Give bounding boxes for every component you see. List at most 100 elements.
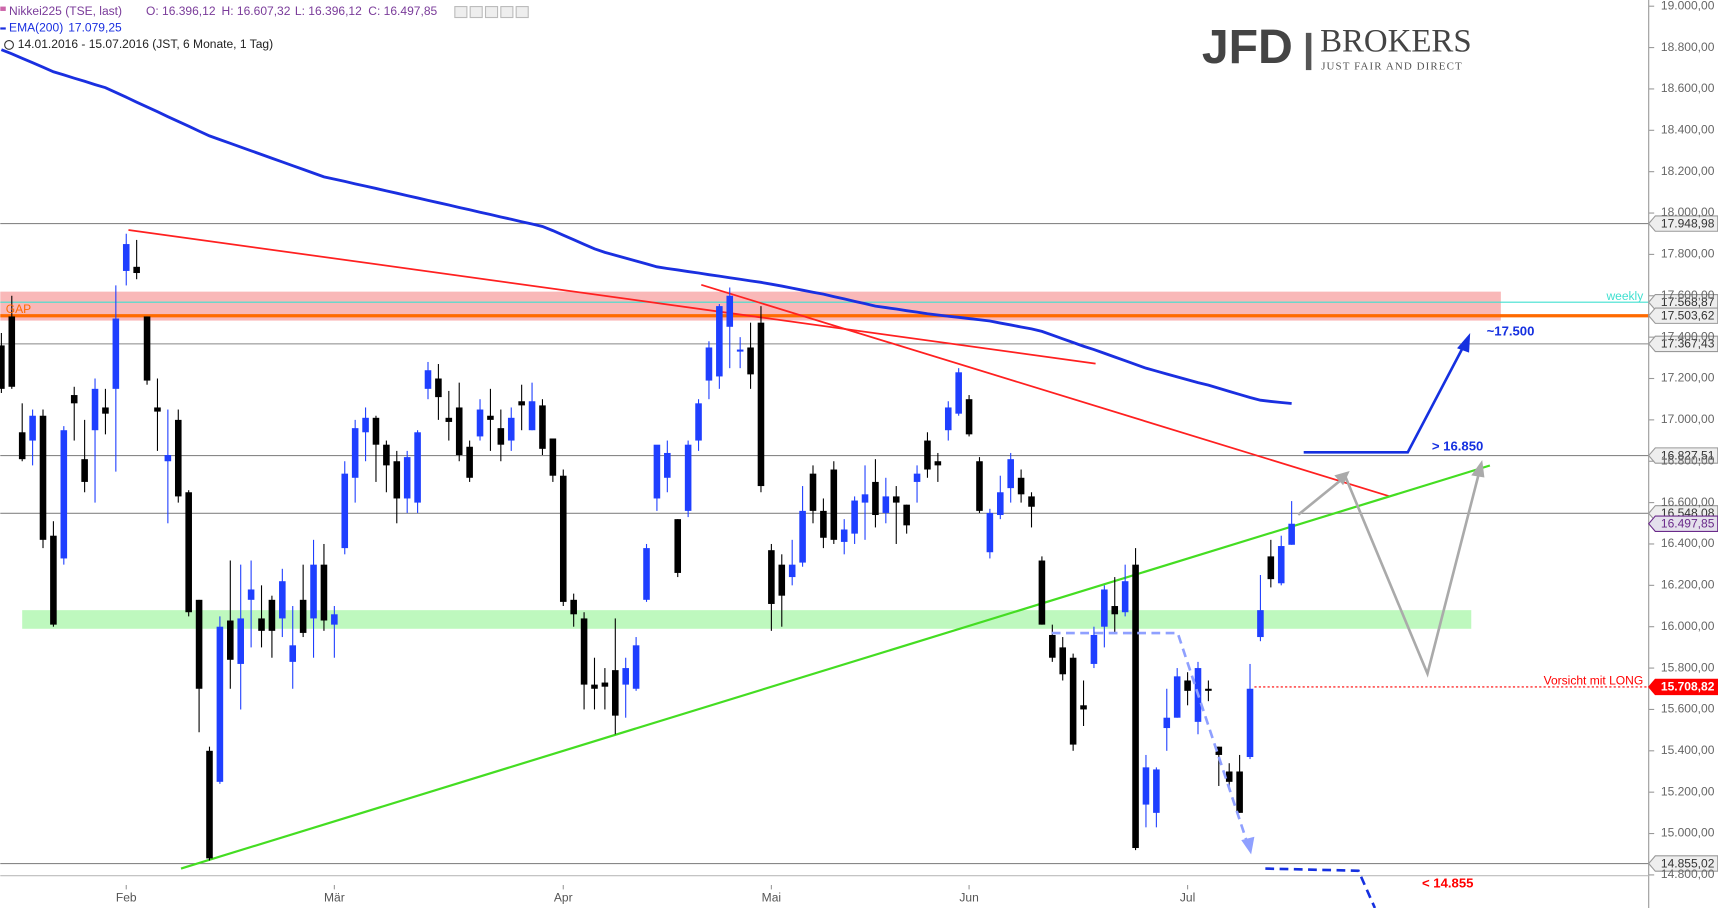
icon: [0, 6, 6, 11]
candle-body: [653, 444, 661, 499]
candle-body: [830, 469, 838, 540]
x-tick-label: Apr: [554, 890, 573, 904]
candle-body: [840, 529, 848, 542]
candle-body: [403, 457, 411, 499]
y-tick-label: 18.400,00: [1661, 122, 1715, 136]
candle-body: [81, 459, 88, 482]
candle-body: [112, 318, 120, 389]
level-label: 17.367,43: [1661, 337, 1715, 351]
candle-body: [726, 295, 734, 327]
candle-body: [289, 645, 297, 662]
projection: [1297, 472, 1481, 678]
candle-body: [684, 444, 692, 511]
ohlc: L: 16.396,12: [295, 4, 362, 18]
candle-body: [528, 401, 536, 431]
candle-body: [612, 670, 619, 716]
y-tick-label: 15.000,00: [1661, 826, 1715, 840]
candle-body: [0, 345, 5, 389]
candle-body: [507, 417, 515, 441]
candle-body: [1236, 771, 1243, 813]
candle-body: [934, 461, 942, 466]
candle-body: [122, 244, 130, 271]
candle-body: [18, 432, 26, 460]
candle-body: [716, 306, 723, 377]
y-tick-label: 16.400,00: [1661, 536, 1715, 550]
x-axis: Feb Mär Apr Mai Jun Jul: [0, 875, 1649, 904]
candle-body: [965, 399, 973, 435]
title: Nikkei225 (TSE, last): [9, 4, 122, 18]
candle-body: [320, 564, 328, 621]
toolbar-button[interactable]: [515, 6, 529, 19]
candle-body: [861, 494, 869, 503]
candle-body: [799, 510, 806, 563]
ema-name: EMA(200): [9, 21, 63, 35]
candle-body: [622, 668, 629, 685]
y-tick-label: 18.200,00: [1661, 164, 1715, 178]
candle-body: [455, 407, 463, 456]
candle-body: [549, 438, 557, 476]
drawings: [128, 229, 1491, 870]
candle-body: [258, 618, 265, 631]
candle-body: [91, 388, 99, 431]
candle-body: [164, 455, 172, 462]
y-tick-label: 17.600,00: [1661, 288, 1715, 302]
ohlc: O: 16.396,12: [146, 4, 216, 18]
candle-body: [362, 417, 369, 433]
level-label: 16.497,85: [1661, 516, 1715, 530]
ema-line: [0, 48, 1292, 405]
candle-body: [778, 564, 786, 596]
candle-body: [299, 599, 307, 633]
toolbar-button[interactable]: [469, 6, 483, 19]
candle-body: [383, 444, 390, 466]
candle-body: [39, 415, 47, 540]
candles: [0, 48, 1295, 861]
projection: [1265, 867, 1377, 908]
candle-body: [747, 347, 754, 375]
candle-body: [601, 682, 609, 687]
candle-body: [591, 684, 598, 689]
ohlc: C: 16.497,85: [368, 4, 437, 18]
projection: [1051, 631, 1248, 842]
level-label: 17.503,62: [1661, 308, 1715, 322]
toolbar-button[interactable]: [484, 6, 499, 19]
candle-body: [1080, 705, 1087, 710]
candle-body: [435, 378, 442, 398]
candle-body: [476, 409, 484, 437]
candle-body: [1132, 564, 1139, 849]
candle-body: [424, 370, 432, 389]
candle-body: [924, 440, 931, 470]
candle-body: [944, 407, 952, 431]
y-tick-label: 16.800,00: [1661, 453, 1715, 467]
toolbar-button[interactable]: [500, 6, 514, 19]
candle-body: [1111, 606, 1119, 615]
annotation: > 16.850: [1432, 438, 1483, 453]
candle-body: [206, 750, 213, 859]
annotation: < 14.855: [1422, 875, 1473, 890]
candle-body: [133, 266, 140, 274]
arrow-head: [1241, 836, 1255, 855]
candle-body: [341, 473, 349, 549]
x-tick-label: Feb: [116, 890, 137, 904]
candle-body: [331, 614, 338, 625]
candle-body: [1173, 676, 1181, 718]
period: 14.01.2016 - 15.07.2016 (JST, 6 Monate, …: [18, 37, 273, 51]
candle-body: [882, 496, 890, 513]
candle-body: [820, 510, 827, 538]
header: Nikkei225 (TSE, last) O: 16.396,12 H: 16…: [0, 4, 529, 51]
candle-body: [497, 428, 505, 445]
candle-body: [903, 504, 910, 526]
candle-body: [695, 403, 702, 441]
candle-body: [268, 599, 276, 631]
projection: [1303, 345, 1465, 454]
ohlc: H: 16.607,32: [222, 4, 291, 18]
y-tick-label: 16.200,00: [1661, 578, 1715, 592]
candle-body: [674, 519, 682, 573]
candle-body: [185, 492, 192, 613]
toolbar-button[interactable]: [454, 6, 468, 19]
candle-body: [643, 548, 650, 600]
candle-body: [539, 405, 546, 449]
zone: [22, 610, 1472, 629]
level-label: 17.568,87: [1661, 295, 1715, 309]
candle-body: [559, 475, 567, 602]
